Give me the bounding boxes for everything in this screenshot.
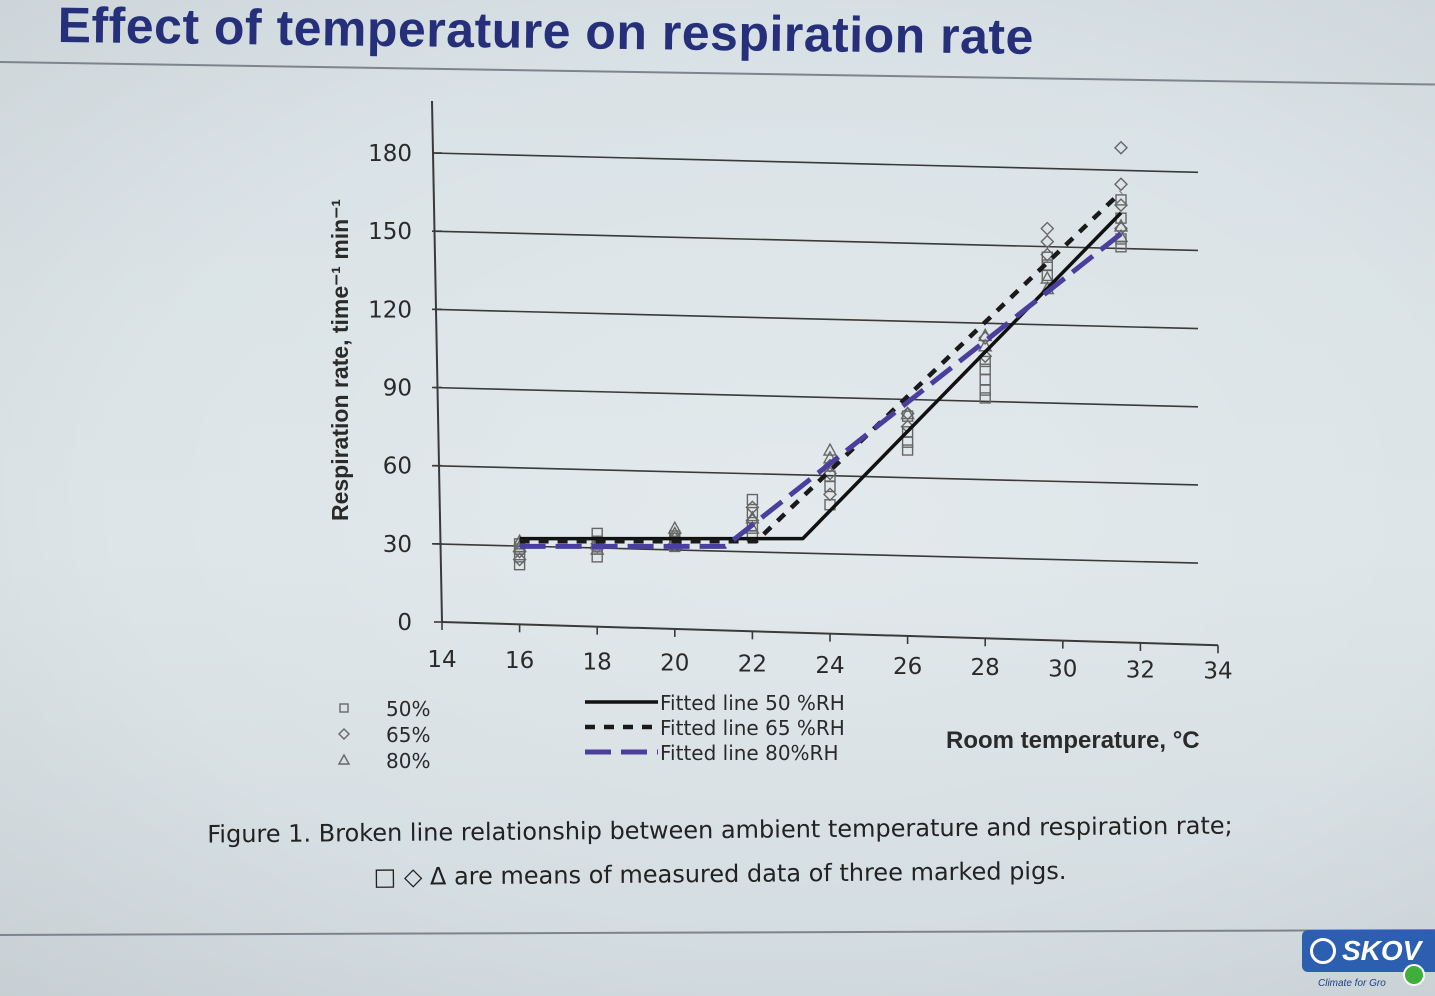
data-point-50-pct [901, 444, 914, 456]
x-axis-label: Room temperature, °C [946, 727, 1200, 754]
data-point-80-pct [978, 327, 993, 342]
gridline [431, 308, 1199, 330]
data-points [512, 140, 1129, 571]
y-tick-label: 120 [368, 297, 412, 323]
legend-marker-triangle [337, 753, 351, 765]
y-axis-line [431, 100, 443, 623]
legend-marker-diamond [338, 728, 350, 740]
logo-swirl-icon [1310, 938, 1336, 964]
logo-tagline: Climate for Gro [1318, 978, 1386, 989]
legend-marker-square [339, 703, 349, 713]
data-point-65-pct [900, 406, 915, 421]
data-point-50-pct [746, 506, 759, 519]
data-point-50-pct [746, 519, 759, 532]
data-point-65-pct [1040, 221, 1055, 236]
data-point-50-pct [1115, 194, 1127, 206]
x-tick-label: 18 [583, 649, 612, 675]
data-point-65-pct [1114, 177, 1128, 192]
y-tick-label: 180 [368, 141, 412, 167]
data-point-65-pct [823, 487, 837, 502]
legend-line-label: Fitted line 80%RH [660, 741, 839, 765]
data-point-80-pct [1040, 270, 1055, 284]
fitted-lines [519, 190, 1123, 549]
y-tick-label: 90 [383, 376, 412, 402]
x-tick-labels: 14 16 18 20 22 24 26 28 30 32 34 [427, 622, 1233, 685]
data-point-50-pct [746, 493, 759, 506]
data-point-80-pct [667, 520, 682, 534]
data-point-80-pct [822, 442, 838, 456]
x-tick-label: 32 [1126, 657, 1155, 683]
x-tick-label: 30 [1048, 656, 1077, 682]
y-tick-label: 60 [383, 454, 412, 480]
gridline [431, 543, 1199, 564]
data-point-50-pct [979, 392, 991, 404]
data-point-65-pct [512, 552, 527, 567]
data-point-65-pct [1114, 198, 1128, 213]
gridline [431, 464, 1199, 486]
data-point-50-pct [901, 426, 914, 438]
x-tick-label: 14 [427, 647, 456, 673]
x-tick-label: 28 [971, 655, 1000, 681]
data-point-65-pct [512, 544, 527, 559]
fitted-line-65-rh [519, 190, 1123, 544]
gridline [431, 152, 1199, 174]
data-point-65-pct [823, 466, 837, 481]
legend-marker-label: 50% [386, 697, 430, 721]
legend-marker-label: 65% [386, 723, 430, 747]
legend-marker-label: 80% [386, 749, 430, 773]
gridline [431, 230, 1199, 252]
gridline [431, 386, 1199, 408]
logo-wordmark: SKOV [1342, 935, 1422, 966]
fitted-line-80-rh [519, 231, 1123, 549]
legend-line-label: Fitted line 50 %RH [660, 691, 845, 715]
axes [431, 100, 1219, 647]
x-tick-label: 34 [1203, 659, 1232, 685]
data-point-65-pct [1114, 140, 1128, 155]
fitted-line-50-rh [519, 211, 1123, 541]
data-point-50-pct [979, 355, 991, 368]
data-point-50-pct [513, 558, 526, 571]
x-tick-label: 26 [893, 654, 922, 680]
x-tick-label: 24 [815, 653, 844, 679]
marker-legend: 50%65%80% [337, 697, 430, 773]
data-point-50-pct [824, 480, 836, 493]
y-tick-label: 150 [368, 219, 412, 245]
gridlines [431, 152, 1199, 564]
y-tick-labels: 0 30 60 90 120 150 180 [368, 141, 442, 636]
x-tick-label: 20 [660, 650, 689, 676]
y-axis-label: Respiration rate, time⁻¹ min⁻¹ [327, 199, 353, 521]
data-point-80-pct [1113, 218, 1129, 232]
x-tick-label: 22 [738, 652, 767, 678]
data-point-50-pct [979, 363, 991, 375]
legend-line-label: Fitted line 65 %RH [660, 716, 845, 740]
watermark-badge-icon [1403, 964, 1425, 986]
data-point-65-pct [1040, 234, 1055, 249]
data-point-50-pct [979, 373, 991, 386]
data-point-65-pct [745, 500, 760, 515]
data-point-80-pct [900, 406, 915, 420]
x-tick-label: 16 [505, 648, 534, 674]
y-tick-label: 30 [383, 532, 412, 558]
y-tick-label: 0 [397, 610, 412, 636]
data-point-65-pct [1040, 247, 1055, 262]
